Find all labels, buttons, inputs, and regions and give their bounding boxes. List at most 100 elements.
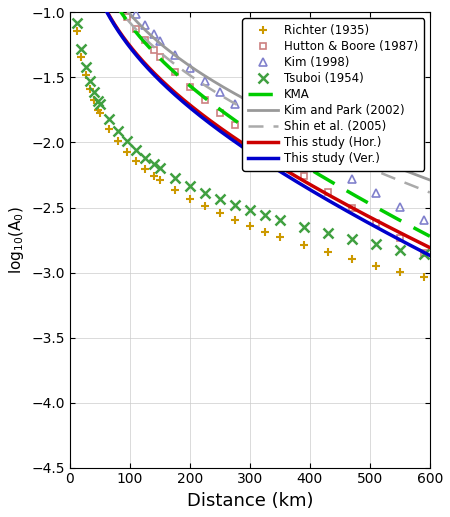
- Richter (1935): [95, 107, 101, 113]
- Line: Richter (1935): Richter (1935): [69, 0, 428, 282]
- Richter (1935): [151, 173, 157, 179]
- This study (Ver.): [417, 247, 422, 253]
- Hutton & Boore (1987): [115, 1, 121, 7]
- KMA: [243, 125, 248, 131]
- KMA: [351, 191, 356, 197]
- KMA: [417, 227, 422, 234]
- Tsuboi (1954): [325, 230, 331, 236]
- Tsuboi (1954): [202, 190, 207, 196]
- Y-axis label: log$_{10}$(A$_0$): log$_{10}$(A$_0$): [7, 206, 26, 274]
- Hutton & Boore (1987): [142, 37, 148, 43]
- Kim and Park (2002): [417, 173, 422, 179]
- Tsuboi (1954): [262, 212, 268, 219]
- Hutton & Boore (1987): [349, 205, 355, 211]
- Tsuboi (1954): [232, 202, 238, 208]
- Kim (1998): [157, 38, 162, 44]
- This study (Ver.): [351, 211, 356, 218]
- Tsuboi (1954): [151, 161, 157, 168]
- Richter (1935): [232, 217, 238, 223]
- Line: Kim (1998): Kim (1998): [69, 0, 428, 224]
- Richter (1935): [75, 28, 80, 34]
- KMA: [427, 233, 432, 239]
- Tsuboi (1954): [79, 46, 84, 52]
- Richter (1935): [202, 203, 207, 209]
- Tsuboi (1954): [133, 147, 139, 153]
- Richter (1935): [83, 72, 88, 79]
- Hutton & Boore (1987): [157, 54, 162, 60]
- Hutton & Boore (1987): [301, 173, 306, 179]
- Kim and Park (2002): [243, 96, 248, 102]
- Kim (1998): [232, 100, 238, 107]
- Tsuboi (1954): [95, 98, 101, 104]
- Tsuboi (1954): [421, 251, 427, 257]
- Tsuboi (1954): [124, 139, 130, 145]
- Tsuboi (1954): [397, 247, 403, 253]
- Kim (1998): [349, 176, 355, 182]
- Hutton & Boore (1987): [202, 97, 207, 103]
- Richter (1935): [91, 97, 97, 103]
- Kim (1998): [187, 65, 193, 71]
- Line: KMA: KMA: [70, 0, 430, 236]
- Tsuboi (1954): [87, 78, 93, 84]
- Shin et al. (2005): [427, 189, 432, 195]
- Kim (1998): [277, 131, 283, 138]
- Tsuboi (1954): [115, 128, 121, 134]
- This study (Hor.): [351, 205, 356, 211]
- Richter (1935): [97, 110, 103, 116]
- Tsuboi (1954): [187, 183, 193, 189]
- Kim (1998): [373, 190, 378, 196]
- This study (Ver.): [233, 139, 238, 145]
- KMA: [417, 227, 422, 234]
- This study (Ver.): [243, 146, 248, 152]
- Kim (1998): [124, 0, 130, 6]
- Kim (1998): [325, 162, 331, 168]
- Hutton & Boore (1987): [325, 189, 331, 195]
- Richter (1935): [397, 268, 403, 275]
- Hutton & Boore (1987): [421, 250, 427, 256]
- Kim (1998): [262, 121, 268, 128]
- Tsuboi (1954): [97, 101, 103, 108]
- Hutton & Boore (1987): [172, 69, 178, 75]
- Richter (1935): [142, 165, 148, 172]
- Kim (1998): [217, 89, 223, 96]
- Tsuboi (1954): [142, 155, 148, 161]
- Richter (1935): [106, 126, 112, 132]
- Hutton & Boore (1987): [262, 145, 268, 151]
- Line: Hutton & Boore (1987): Hutton & Boore (1987): [69, 0, 428, 257]
- Line: Kim and Park (2002): Kim and Park (2002): [70, 0, 430, 180]
- Kim (1998): [421, 217, 427, 223]
- Hutton & Boore (1987): [187, 83, 193, 89]
- Richter (1935): [87, 86, 93, 93]
- Kim (1998): [151, 32, 157, 38]
- Tsuboi (1954): [106, 116, 112, 123]
- Richter (1935): [124, 148, 130, 155]
- Legend: Richter (1935), Hutton & Boore (1987), Kim (1998), Tsuboi (1954), KMA, Kim and P: Richter (1935), Hutton & Boore (1987), K…: [243, 18, 424, 171]
- KMA: [233, 118, 238, 124]
- Shin et al. (2005): [417, 185, 422, 191]
- Kim (1998): [397, 204, 403, 210]
- Richter (1935): [115, 138, 121, 144]
- X-axis label: Distance (km): Distance (km): [187, 492, 313, 510]
- Hutton & Boore (1987): [133, 26, 139, 32]
- Line: Tsuboi (1954): Tsuboi (1954): [68, 0, 429, 259]
- Hutton & Boore (1987): [277, 156, 283, 162]
- Shin et al. (2005): [417, 185, 422, 191]
- Richter (1935): [373, 263, 378, 269]
- Tsuboi (1954): [172, 174, 178, 180]
- Richter (1935): [157, 177, 162, 183]
- This study (Hor.): [417, 239, 422, 246]
- Kim and Park (2002): [417, 173, 422, 179]
- Tsuboi (1954): [217, 196, 223, 202]
- This study (Ver.): [417, 247, 422, 253]
- This study (Hor.): [243, 142, 248, 148]
- Tsuboi (1954): [301, 224, 306, 230]
- Richter (1935): [217, 210, 223, 217]
- Richter (1935): [79, 54, 84, 60]
- Richter (1935): [187, 195, 193, 202]
- Hutton & Boore (1987): [247, 133, 252, 140]
- Shin et al. (2005): [351, 158, 356, 164]
- This study (Ver.): [427, 252, 432, 258]
- Tsuboi (1954): [373, 241, 378, 248]
- Kim (1998): [247, 111, 252, 117]
- This study (Hor.): [417, 239, 422, 246]
